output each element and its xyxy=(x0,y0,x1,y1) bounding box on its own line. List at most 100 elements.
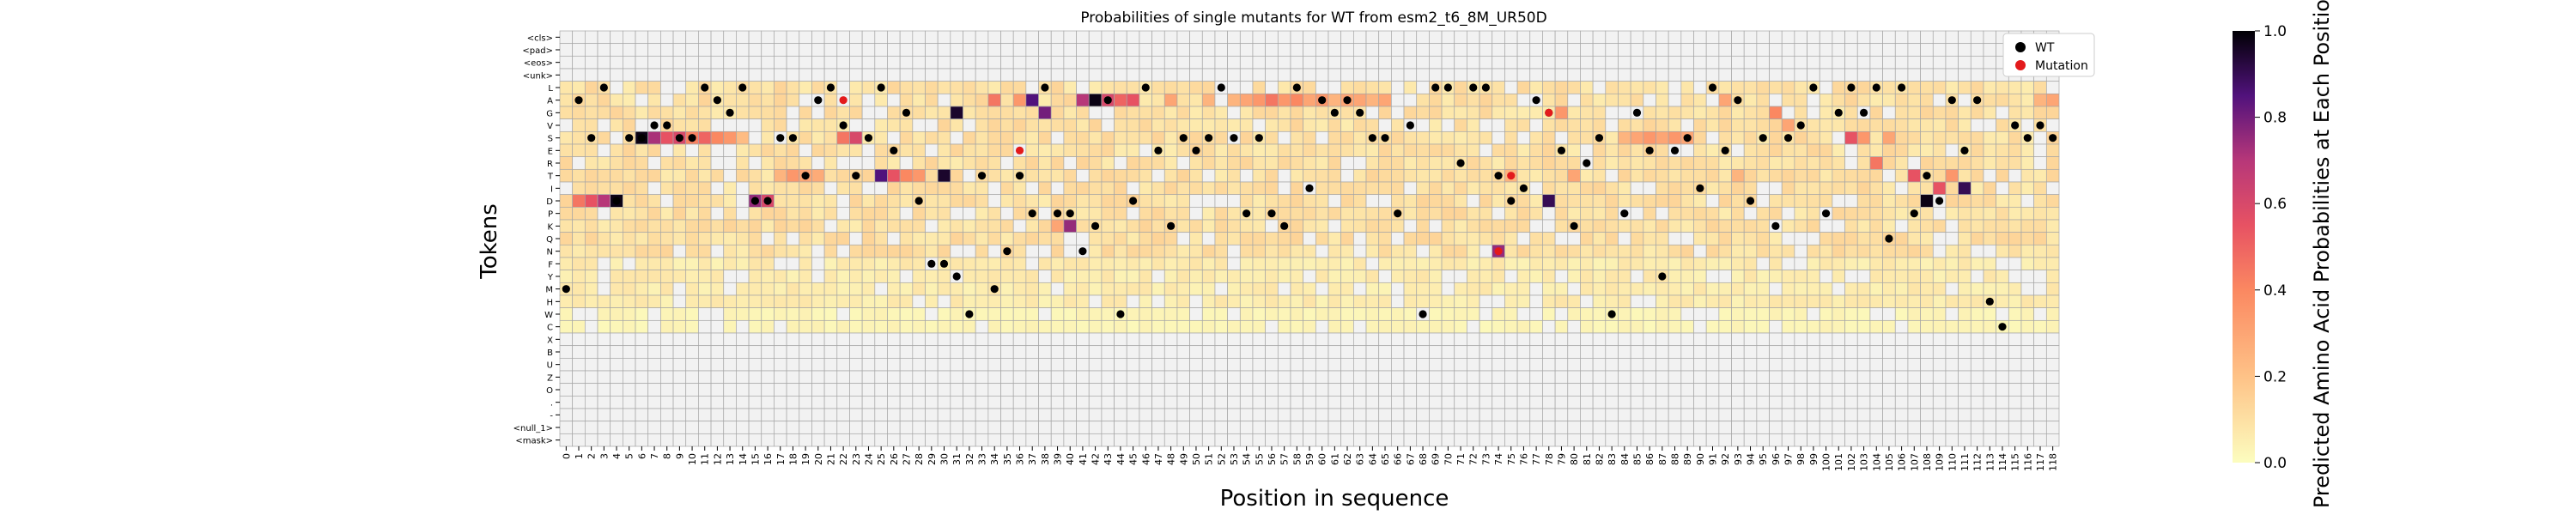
heatmap-cell xyxy=(1378,30,1392,45)
heatmap-cell xyxy=(1680,232,1694,245)
heatmap-cell xyxy=(975,395,989,409)
heatmap-cell xyxy=(1907,332,1921,347)
heatmap-cell xyxy=(1605,30,1619,45)
heatmap-cell xyxy=(1970,168,1984,183)
heatmap-cell xyxy=(1403,370,1418,385)
heatmap-cell xyxy=(723,118,737,132)
heatmap-cell xyxy=(1352,143,1367,158)
heatmap-cell xyxy=(1378,206,1392,221)
heatmap-cell xyxy=(685,307,699,321)
heatmap-cell xyxy=(1844,156,1858,170)
heatmap-cell xyxy=(899,43,914,57)
heatmap-cell xyxy=(1454,130,1467,145)
heatmap-cell xyxy=(1668,206,1682,221)
wt-marker xyxy=(1746,197,1755,205)
heatmap-cell xyxy=(1315,118,1329,132)
heatmap-cell xyxy=(572,43,586,57)
heatmap-cell xyxy=(937,118,951,132)
heatmap-cell xyxy=(723,319,737,334)
heatmap-cell xyxy=(698,206,712,221)
heatmap-cell xyxy=(774,181,787,196)
heatmap-cell xyxy=(1618,357,1631,372)
heatmap-cell xyxy=(1277,319,1291,334)
heatmap-cell xyxy=(1365,294,1380,309)
heatmap-cell xyxy=(1000,307,1014,321)
heatmap-cell xyxy=(1303,383,1316,397)
heatmap-cell xyxy=(1542,194,1556,208)
heatmap-cell xyxy=(1983,433,1996,447)
heatmap-cell xyxy=(836,219,850,233)
heatmap-cell xyxy=(1516,43,1531,57)
heatmap-cell xyxy=(1882,55,1896,70)
heatmap-cell xyxy=(1567,332,1581,347)
heatmap-cell xyxy=(1303,395,1316,409)
heatmap-cell xyxy=(1529,270,1543,283)
heatmap-cell xyxy=(1794,307,1807,321)
heatmap-cell xyxy=(723,168,737,183)
heatmap-cell xyxy=(1239,357,1254,372)
heatmap-cell xyxy=(1718,81,1732,94)
heatmap-cell xyxy=(635,93,649,107)
heatmap-cell xyxy=(1265,43,1279,57)
heatmap-cell xyxy=(1163,68,1178,82)
heatmap-cell xyxy=(1265,408,1279,422)
heatmap-cell xyxy=(1920,156,1934,170)
heatmap-cell xyxy=(559,383,574,397)
heatmap-cell xyxy=(1114,370,1127,385)
heatmap-cell xyxy=(1290,194,1304,208)
heatmap-cell xyxy=(1265,143,1279,158)
heatmap-cell xyxy=(748,143,762,158)
heatmap-cell xyxy=(748,345,762,359)
heatmap-cell xyxy=(1139,93,1152,107)
heatmap-cell xyxy=(1680,118,1694,132)
heatmap-cell xyxy=(1265,93,1279,107)
column-tick-label: 43 xyxy=(1103,453,1114,465)
heatmap-cell xyxy=(912,357,926,372)
heatmap-cell xyxy=(1529,383,1543,397)
heatmap-cell xyxy=(987,319,1001,334)
heatmap-cell xyxy=(987,43,1001,57)
heatmap-cell xyxy=(799,232,812,245)
heatmap-cell xyxy=(1441,55,1455,70)
heatmap-cell xyxy=(1605,282,1619,296)
heatmap-cell xyxy=(1693,421,1707,434)
heatmap-cell xyxy=(1856,294,1871,309)
heatmap-cell xyxy=(1807,244,1820,258)
heatmap-cell xyxy=(723,244,737,258)
heatmap-cell xyxy=(572,81,586,94)
wt-marker xyxy=(1356,108,1364,117)
heatmap-cell xyxy=(836,81,850,94)
heatmap-cell xyxy=(861,345,876,359)
heatmap-cell xyxy=(861,257,876,271)
heatmap-cell xyxy=(1139,282,1152,296)
heatmap-cell xyxy=(1907,433,1921,447)
heatmap-cell xyxy=(1000,143,1014,158)
heatmap-cell xyxy=(1189,168,1203,183)
heatmap-cell xyxy=(1705,93,1720,107)
heatmap-cell xyxy=(1643,130,1656,145)
heatmap-cell xyxy=(1832,130,1845,145)
heatmap-cell xyxy=(1327,332,1342,347)
heatmap-cell xyxy=(685,156,699,170)
colorbar-label: Predicted Amino Acid Probabilities at Ea… xyxy=(2310,0,2334,508)
heatmap-cell xyxy=(1114,357,1127,372)
heatmap-cell xyxy=(1945,232,1959,245)
heatmap-cell xyxy=(1832,68,1845,82)
heatmap-cell xyxy=(861,194,876,208)
heatmap-cell xyxy=(748,383,762,397)
heatmap-cell xyxy=(1201,43,1216,57)
heatmap-cell xyxy=(1605,433,1619,447)
heatmap-cell xyxy=(1882,194,1896,208)
heatmap-cell xyxy=(1542,357,1556,372)
heatmap-cell xyxy=(660,282,674,296)
column-tick-label: 35 xyxy=(1002,453,1013,465)
heatmap-cell xyxy=(1391,219,1405,233)
heatmap-cell xyxy=(1038,270,1052,283)
heatmap-cell xyxy=(1012,118,1027,132)
heatmap-cell xyxy=(950,68,963,82)
heatmap-cell xyxy=(1856,357,1871,372)
heatmap-cell xyxy=(1856,307,1871,321)
heatmap-cell xyxy=(1920,43,1934,57)
heatmap-cell xyxy=(1429,345,1443,359)
heatmap-cell xyxy=(925,319,939,334)
